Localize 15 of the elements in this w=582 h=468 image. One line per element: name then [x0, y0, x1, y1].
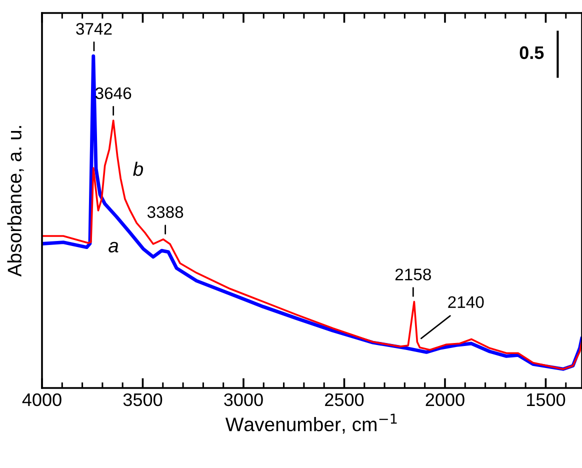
- annotation: 0.5: [520, 46, 544, 60]
- annotation: 3388: [147, 206, 184, 218]
- annotation: 3742: [76, 22, 112, 35]
- y-axis-title: Absorbance, a. u.: [7, 126, 24, 277]
- x-tick-label: 3500: [123, 393, 162, 406]
- annotation: 2140: [448, 296, 484, 308]
- series-label: a: [108, 242, 118, 252]
- x-tick-label: 1500: [527, 393, 566, 406]
- x-tick-label: 4000: [22, 393, 62, 406]
- x-axis-title: Wavenumber, cm$^{−1}$: [225, 414, 397, 434]
- series-label: b: [133, 162, 144, 176]
- x-tick-label: 2000: [426, 393, 464, 406]
- x-tick-label: 2500: [325, 393, 364, 406]
- annotation: 2158: [395, 268, 431, 280]
- x-tick-label: 3000: [224, 393, 263, 406]
